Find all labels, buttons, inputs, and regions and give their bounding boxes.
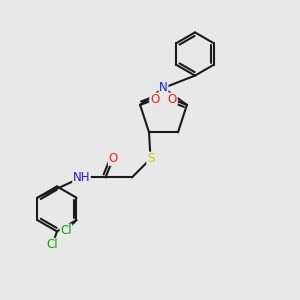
- Text: O: O: [150, 93, 159, 106]
- Text: N: N: [159, 81, 168, 94]
- Text: O: O: [168, 93, 177, 106]
- Text: Cl: Cl: [46, 238, 58, 251]
- Text: Cl: Cl: [60, 224, 72, 237]
- Text: O: O: [108, 152, 118, 165]
- Text: S: S: [147, 152, 154, 165]
- Text: NH: NH: [73, 171, 90, 184]
